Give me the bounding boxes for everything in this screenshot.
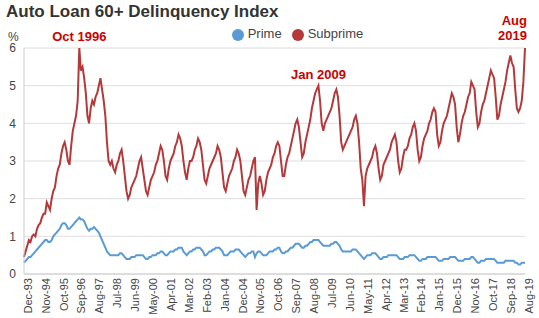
svg-text:Jan-15: Jan-15 bbox=[433, 278, 445, 312]
svg-text:Jan 2009: Jan 2009 bbox=[291, 67, 346, 82]
svg-text:Nov-94: Nov-94 bbox=[40, 278, 52, 313]
svg-text:Mar-02: Mar-02 bbox=[183, 278, 195, 313]
svg-text:Apr-12: Apr-12 bbox=[380, 278, 392, 311]
svg-text:Jun-99: Jun-99 bbox=[129, 278, 141, 312]
svg-text:May-00: May-00 bbox=[147, 278, 159, 315]
svg-text:Jun-10: Jun-10 bbox=[344, 278, 356, 312]
svg-text:4: 4 bbox=[9, 117, 16, 131]
svg-text:Feb-03: Feb-03 bbox=[201, 278, 213, 313]
svg-text:Jan-04: Jan-04 bbox=[219, 278, 231, 312]
svg-text:Sep-07: Sep-07 bbox=[290, 278, 302, 313]
html-text:Auto Loan 60+ Delinquency Inde: Auto Loan 60+ Delinquency Index bbox=[6, 2, 279, 21]
svg-text:Feb-14: Feb-14 bbox=[415, 278, 427, 313]
svg-text:Oct 1996: Oct 1996 bbox=[52, 29, 106, 44]
svg-text:Aug-08: Aug-08 bbox=[308, 278, 320, 313]
svg-text:Sep-96: Sep-96 bbox=[75, 278, 87, 313]
svg-text:1: 1 bbox=[9, 230, 16, 244]
svg-text:2: 2 bbox=[9, 192, 16, 206]
svg-text:Dec-15: Dec-15 bbox=[451, 278, 463, 313]
svg-text:Oct-06: Oct-06 bbox=[272, 278, 284, 311]
svg-text:May-11: May-11 bbox=[362, 278, 374, 314]
html-text:Subprime: Subprime bbox=[307, 26, 364, 41]
svg-text:5: 5 bbox=[9, 79, 16, 93]
svg-text:6: 6 bbox=[9, 41, 16, 55]
svg-text:Nov-16: Nov-16 bbox=[469, 278, 481, 313]
svg-text:0: 0 bbox=[9, 267, 16, 281]
svg-text:Dec-93: Dec-93 bbox=[22, 278, 34, 313]
svg-text:Dec-04: Dec-04 bbox=[237, 278, 249, 313]
svg-text:Apr-01: Apr-01 bbox=[165, 278, 177, 311]
svg-text:Oct-95: Oct-95 bbox=[58, 278, 70, 311]
svg-text:Oct-17: Oct-17 bbox=[487, 278, 499, 311]
svg-text:Jul-09: Jul-09 bbox=[326, 278, 338, 308]
html-text:Prime: Prime bbox=[247, 26, 282, 41]
svg-text:Sep-18: Sep-18 bbox=[505, 278, 517, 313]
svg-text:3: 3 bbox=[9, 154, 16, 168]
svg-text:Aug-97: Aug-97 bbox=[93, 278, 105, 313]
svg-text:Jul-98: Jul-98 bbox=[111, 278, 123, 308]
svg-text:Mar-13: Mar-13 bbox=[398, 278, 410, 313]
svg-text:Aug-19: Aug-19 bbox=[523, 278, 531, 313]
svg-text:Nov-05: Nov-05 bbox=[254, 278, 266, 313]
svg-text:Aug2019: Aug2019 bbox=[498, 13, 527, 43]
